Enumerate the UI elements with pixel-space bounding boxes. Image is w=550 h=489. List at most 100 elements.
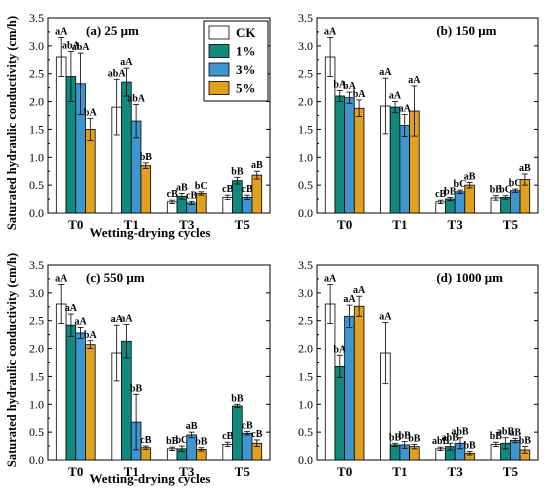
bar-b [353,107,365,214]
x-tick-label-b: T1 [392,217,407,232]
bar-b [464,184,475,214]
bar-c [65,324,77,461]
data-label-b: aA [389,91,402,102]
data-label-c: bA [84,330,98,341]
y-tick-label-d: 2.5 [298,314,313,328]
data-label-a: aA [120,57,133,68]
y-tick-label-c: 3.0 [29,286,44,300]
y-tick-label-d: 1.0 [298,397,313,411]
y-tick-label-d: 0.0 [298,453,313,467]
y-tick-label-d: 2.0 [298,342,313,356]
data-label-d: abB [442,432,460,443]
data-label-d: bB [408,433,421,444]
data-label-c: aA [111,314,124,325]
data-label-b: bC [454,179,467,190]
data-label-d: abB [497,427,515,438]
data-label-d: bB [399,431,412,442]
panel-title-d: (d) 1000 μm [436,270,503,285]
bar-d [344,315,355,461]
data-label-b: aB [519,163,531,174]
data-label-a: abA [72,42,91,53]
data-label-c: bB [166,436,179,447]
data-label-d: bB [490,431,503,442]
y-tick-label-a: 1.5 [29,122,44,136]
bar-c [75,332,86,461]
data-label-a: bA [84,107,98,118]
y-tick-label-a: 0.5 [29,178,44,192]
data-label-c: bB [195,437,208,448]
data-label-d: abB [432,436,450,447]
y-tick-label-a: 3.5 [29,11,44,25]
y-tick-label-c: 0.0 [29,453,44,467]
x-tick-label-a: T3 [179,217,195,232]
data-label-c: bB [130,383,143,394]
y-tick-label-c: 2.5 [29,314,44,328]
x-tick-label-c: T3 [179,464,195,479]
data-label-a: aB [251,160,263,171]
x-tick-label-d: T0 [337,464,352,479]
data-label-c: bB [231,393,244,404]
x-tick-label-a: T0 [68,217,83,232]
data-label-d: abB [451,427,469,438]
data-label-b: aA [379,67,392,78]
bar-b [454,191,466,214]
y-tick-label-d: 0.5 [298,425,313,439]
data-label-b: bC [499,185,512,196]
legend-label: 1% [236,44,256,59]
x-tick-label-d: T3 [448,464,464,479]
data-label-d: aA [343,294,356,305]
data-label-d: aA [353,285,366,296]
x-tick-label-d: T1 [392,464,407,479]
y-tick-label-a: 2.5 [29,67,44,81]
legend-swatch [208,25,230,40]
data-label-c: bC [175,435,188,446]
bar-d [334,365,346,461]
data-label-d: bA [333,344,347,355]
bar-b [399,125,410,214]
bar-b [500,196,511,214]
y-tick-label-d: 1.5 [298,369,313,383]
bar-a [140,165,152,214]
data-label-c: cB [242,421,253,432]
data-label-c: cB [140,435,151,446]
bar-d [353,305,365,461]
y-tick-label-c: 1.0 [29,397,44,411]
panel-title-b: (b) 150 μm [436,23,496,38]
data-label-d: bB [519,436,532,447]
data-label-c: aA [55,274,68,285]
bar-d [389,444,401,461]
data-label-b: bB [444,186,457,197]
legend-label: 5% [236,81,256,96]
legend-label: CK [236,25,256,40]
data-label-c: aA [65,303,78,314]
bar-b [445,198,456,214]
data-label-d: aB [509,427,521,438]
data-label-d: aA [379,311,392,322]
y-tick-label-b: 1.0 [298,150,313,164]
bar-b [509,190,521,214]
y-axis-label-bottom: Saturated hydraulic conductivity (cm/h) [5,253,19,467]
y-tick-label-a: 1.0 [29,150,44,164]
data-label-b: aA [408,75,421,86]
data-label-a: bB [231,166,244,177]
x-tick-label-a: T1 [124,217,139,232]
x-tick-label-c: T0 [68,464,83,479]
bar-c [55,303,67,461]
data-label-d: bB [464,441,477,452]
data-label-b: aA [324,27,337,38]
y-tick-label-c: 3.5 [29,258,44,272]
y-tick-label-b: 0.0 [298,206,313,220]
x-tick-label-d: T5 [503,464,519,479]
data-label-a: aA [55,27,68,38]
panel-title-c: (c) 550 μm [86,270,145,285]
y-tick-label-b: 0.5 [298,178,313,192]
data-label-b: bC [509,178,522,189]
y-tick-label-b: 1.5 [298,122,313,136]
data-label-b: bA [343,81,357,92]
data-label-c: aB [186,421,198,432]
x-axis-label-bottom: Wetting-drying cycles [90,471,211,486]
data-label-a: abA [127,93,146,104]
